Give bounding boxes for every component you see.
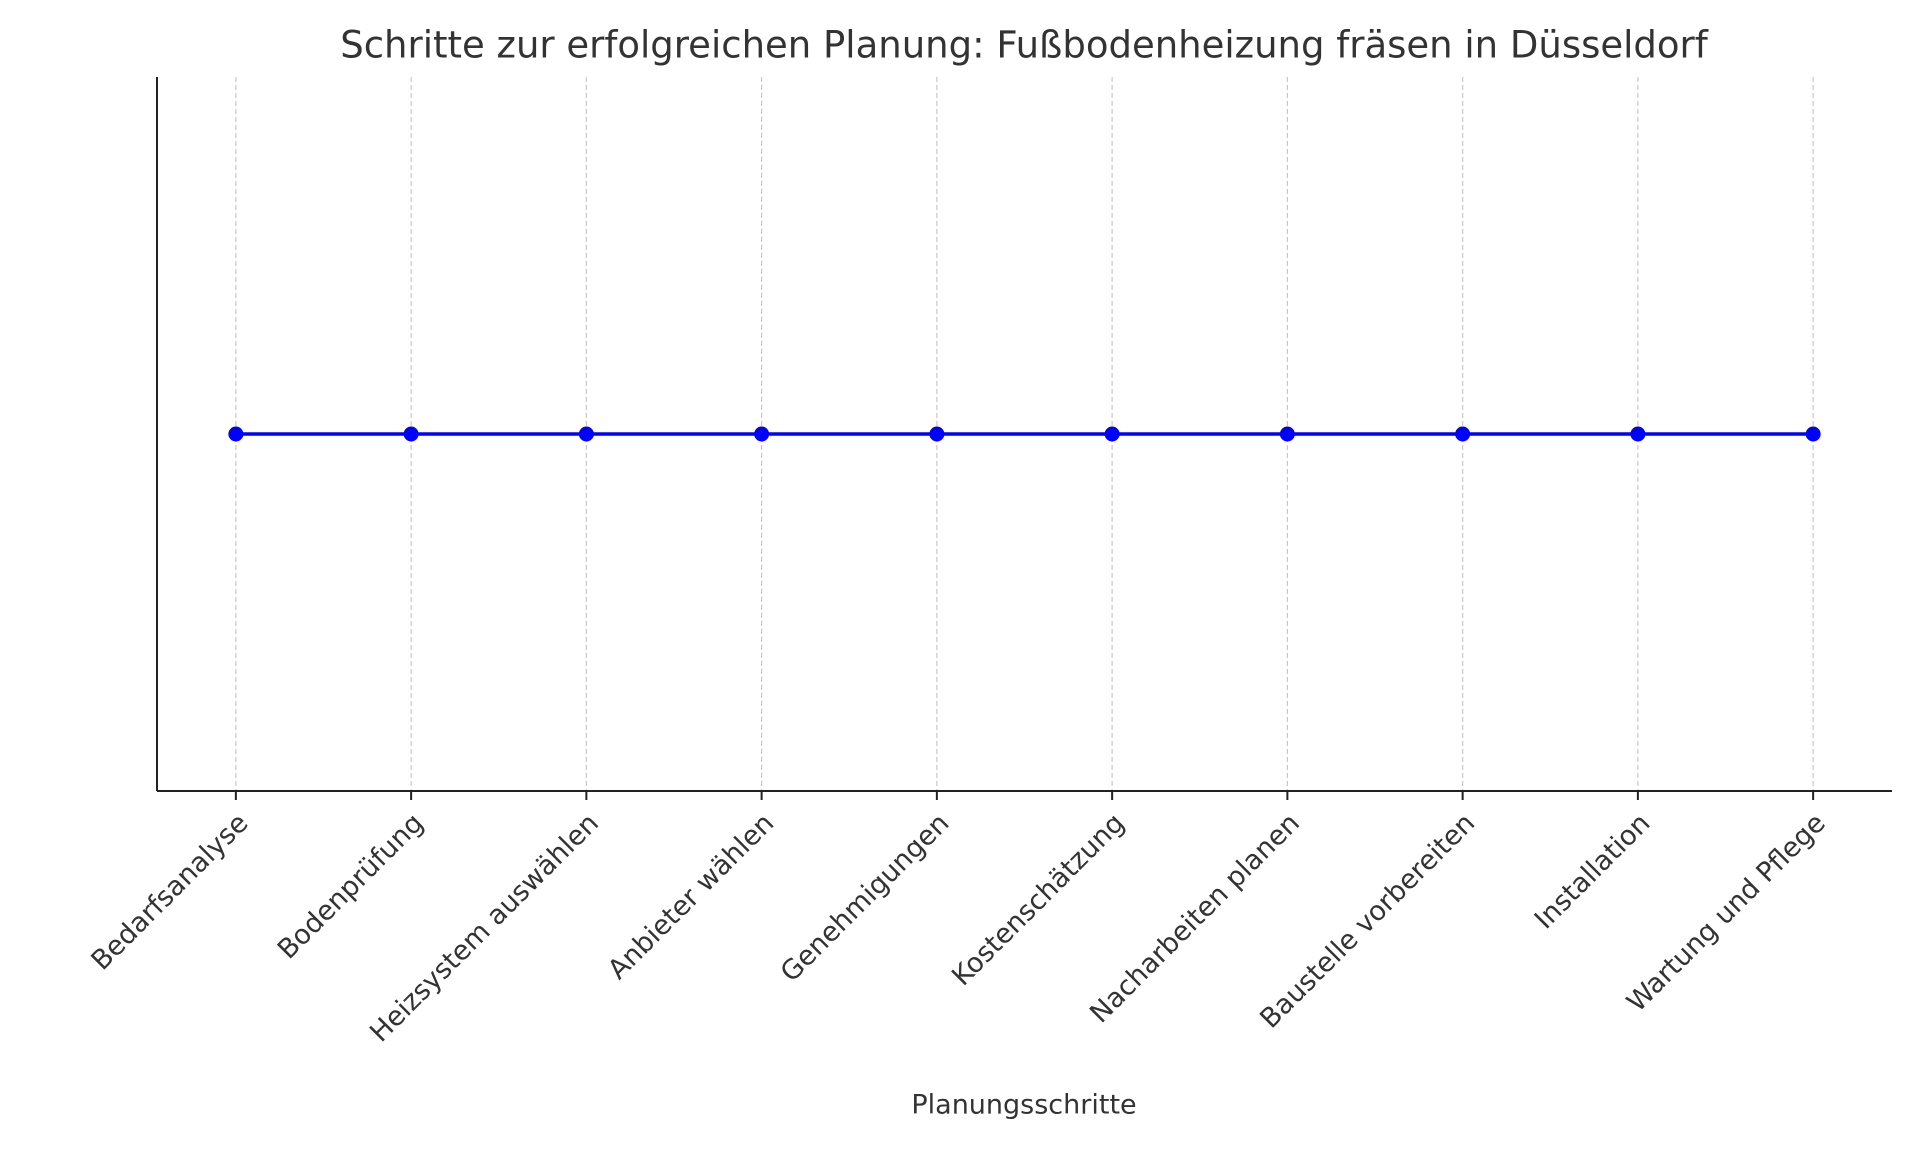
x-tick-label: Bodenprüfung: [272, 808, 430, 966]
point: [228, 426, 244, 442]
x-tick-label: Wartung und Pflege: [1621, 808, 1832, 1019]
point: [403, 426, 419, 442]
x-tick-label: Bedarfsanalyse: [85, 808, 254, 977]
point: [754, 426, 770, 442]
point: [1279, 426, 1295, 442]
point: [1630, 426, 1646, 442]
x-tick-label: Installation: [1529, 808, 1657, 936]
point: [929, 426, 945, 442]
x-axis-label: Planungsschritte: [911, 1090, 1136, 1121]
x-tick-label: Genehmigungen: [775, 808, 956, 989]
x-tick-label: Kostenschätzung: [946, 808, 1131, 993]
x-tick-label: Anbieter wählen: [602, 808, 780, 986]
chart-title: Schritte zur erfolgreichen Planung: Fußb…: [340, 24, 1709, 67]
point: [578, 426, 594, 442]
point: [1104, 426, 1120, 442]
point: [1455, 426, 1471, 442]
point: [1805, 426, 1821, 442]
